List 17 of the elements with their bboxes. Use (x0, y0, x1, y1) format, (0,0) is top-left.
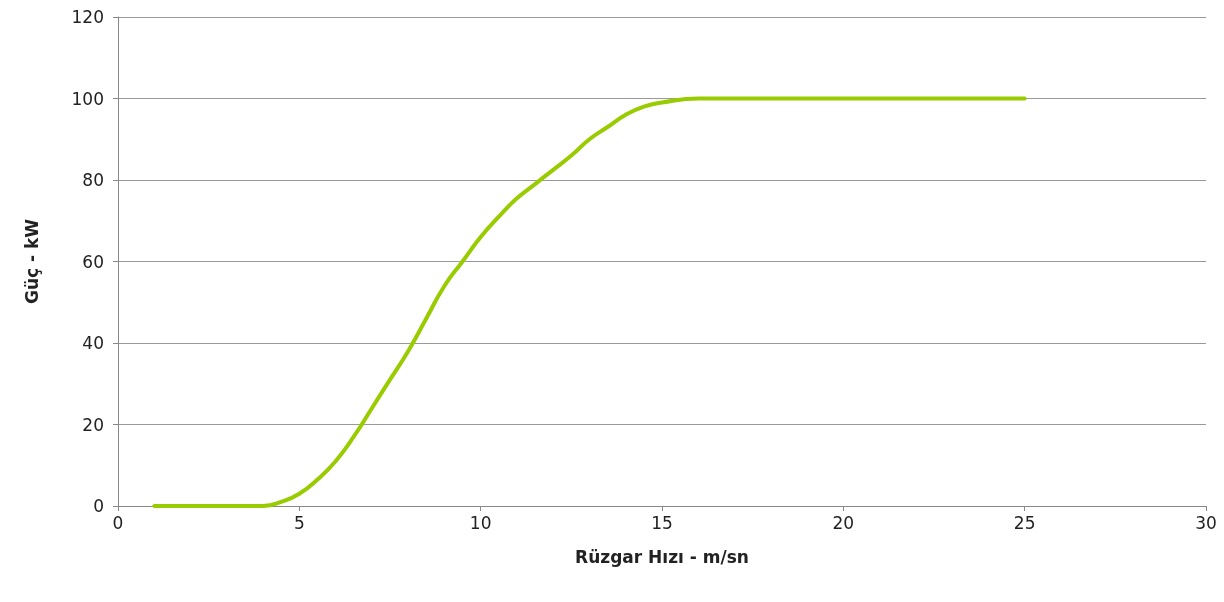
y-tick-label: 0 (93, 496, 104, 516)
x-tick-label: 5 (293, 512, 305, 533)
y-tick-label: 80 (82, 170, 104, 190)
y-axis-title: Güç - kW (21, 218, 42, 305)
x-tick-label: 30 (1195, 512, 1217, 533)
line-series (152, 96, 1027, 508)
x-tick-label: 15 (651, 512, 673, 533)
y-tick-label: 60 (82, 251, 104, 272)
y-tick-label: 20 (82, 414, 104, 435)
x-tick-label: 25 (1013, 512, 1036, 533)
y-tick-label: 40 (82, 333, 104, 353)
y-tick-label: 120 (71, 7, 104, 27)
x-tick-label: 10 (469, 512, 492, 533)
x-axis-title: Rüzgar Hızı - m/sn (575, 546, 749, 567)
x-tick-label: 0 (112, 512, 124, 533)
x-tick-label: 20 (832, 512, 855, 533)
y-tick-label: 100 (71, 88, 104, 109)
